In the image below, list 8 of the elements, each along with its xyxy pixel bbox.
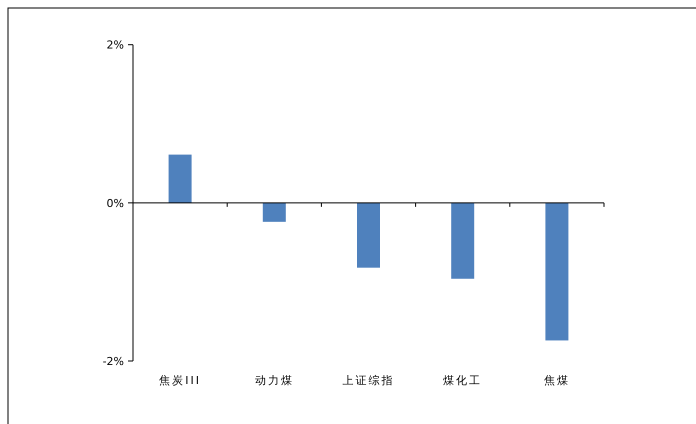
y-tick-label: 2%: [106, 38, 124, 52]
y-tick-label: 0%: [106, 196, 124, 210]
y-tick-label: -2%: [102, 355, 124, 368]
x-tick-label: 动力煤: [254, 374, 294, 387]
x-tick-label: 焦炭III: [159, 374, 201, 387]
x-tick-label: 焦煤: [544, 374, 570, 387]
x-tick-label: 上证综指: [342, 374, 394, 387]
x-tick-label: 煤化工: [443, 374, 482, 387]
